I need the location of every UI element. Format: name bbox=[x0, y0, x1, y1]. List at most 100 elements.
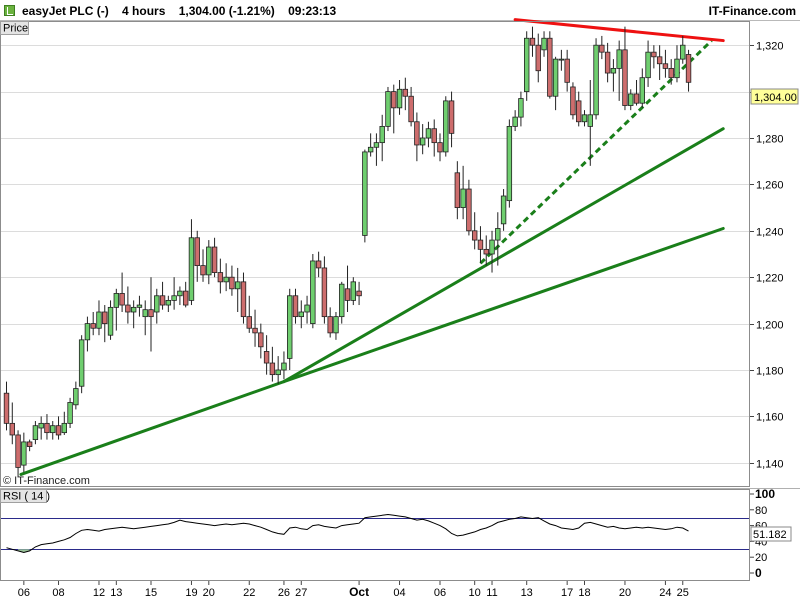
candle-body-up bbox=[350, 281, 356, 301]
candle bbox=[518, 91, 524, 127]
candle bbox=[535, 33, 541, 83]
candle-body-up bbox=[425, 128, 432, 139]
candle bbox=[73, 381, 79, 410]
candle bbox=[437, 133, 443, 162]
instrument-status-icon bbox=[4, 5, 15, 16]
candle-body-down bbox=[651, 51, 657, 58]
rsi-panel-label: RSI ( 14 ) bbox=[3, 491, 50, 503]
rsi-tick-label: 20 bbox=[755, 552, 767, 564]
candle bbox=[339, 281, 345, 324]
candle-body-up bbox=[234, 281, 241, 290]
candle-body-down bbox=[414, 121, 420, 146]
candle bbox=[460, 165, 466, 220]
candle-body-down bbox=[200, 265, 206, 276]
candle-body-up bbox=[171, 295, 177, 301]
candle bbox=[391, 84, 397, 134]
candle-body-down bbox=[656, 56, 663, 65]
candle bbox=[408, 86, 414, 127]
candle-body-down bbox=[437, 142, 443, 153]
price-panel-frame bbox=[0, 21, 750, 487]
candle bbox=[680, 35, 686, 64]
title-bar: easyJet PLC (-) 4 hours 1,304.00 (-1.21%… bbox=[0, 0, 800, 21]
rsi-tick-label: 80 bbox=[755, 505, 767, 517]
candle bbox=[471, 212, 478, 250]
candle-body-down bbox=[182, 290, 189, 306]
candle-body-down bbox=[321, 267, 328, 318]
candle bbox=[576, 91, 582, 127]
candle-body-up bbox=[419, 137, 426, 146]
candle bbox=[367, 133, 374, 157]
price-tick-label: 1,240 bbox=[756, 227, 784, 239]
instrument-title: easyJet PLC (-) 4 hours 1,304.00 (-1.21%… bbox=[22, 4, 337, 18]
rsi-panel-frame bbox=[0, 489, 750, 581]
candle bbox=[194, 230, 200, 282]
candle-body-up bbox=[21, 441, 27, 466]
candle-body-up bbox=[506, 126, 513, 202]
candle-body-down bbox=[55, 425, 62, 436]
candlestick-series bbox=[3, 26, 692, 477]
candle-body-down bbox=[564, 58, 570, 83]
candle bbox=[564, 49, 570, 92]
candle bbox=[211, 237, 218, 278]
candle bbox=[396, 80, 403, 115]
candle bbox=[304, 295, 310, 324]
support-trendline-dashed bbox=[479, 39, 713, 265]
candle bbox=[61, 411, 67, 435]
candle-body-up bbox=[680, 44, 686, 60]
candle-body-up bbox=[581, 114, 588, 123]
candle-body-down bbox=[211, 246, 218, 273]
candle-body-up bbox=[142, 309, 148, 318]
candle bbox=[662, 49, 669, 78]
candle-body-up bbox=[130, 306, 137, 313]
candle-body-up bbox=[674, 58, 680, 79]
candle bbox=[321, 256, 328, 324]
candle-body-up bbox=[558, 58, 565, 61]
rsi-series bbox=[6, 513, 689, 554]
candle-body-down bbox=[466, 188, 472, 232]
support-trendline-secondary bbox=[282, 226, 725, 384]
candle-body-up bbox=[628, 93, 634, 106]
candle bbox=[107, 300, 114, 340]
candle-body-up bbox=[610, 68, 617, 74]
candle-body-down bbox=[668, 68, 674, 79]
candle bbox=[252, 309, 258, 347]
candle bbox=[628, 89, 634, 111]
time-tick-label: 10 bbox=[469, 587, 481, 599]
candle bbox=[269, 346, 276, 382]
candle bbox=[495, 212, 501, 266]
brand-label: IT-Finance.com bbox=[708, 4, 796, 18]
candle bbox=[610, 59, 617, 92]
time-tick-label: 20 bbox=[619, 587, 631, 599]
time-tick-label: 12 bbox=[93, 587, 105, 599]
candle bbox=[558, 49, 565, 71]
candle bbox=[310, 254, 316, 329]
candle bbox=[3, 381, 10, 431]
candle bbox=[645, 40, 651, 87]
candle-body-up bbox=[304, 304, 310, 313]
candle bbox=[96, 300, 102, 336]
candle-body-down bbox=[194, 237, 200, 266]
price-panel-tab bbox=[0, 21, 29, 35]
candle bbox=[633, 80, 640, 106]
candle-body-down bbox=[263, 351, 270, 364]
candle bbox=[315, 251, 322, 278]
candle bbox=[55, 416, 62, 440]
candle bbox=[287, 288, 293, 370]
candle bbox=[38, 416, 44, 440]
candle-body-down bbox=[402, 88, 409, 97]
candle bbox=[15, 430, 21, 477]
candle-body-down bbox=[662, 63, 669, 69]
candle-body-up bbox=[61, 422, 67, 434]
candle-body-down bbox=[408, 95, 414, 123]
candle-body-down bbox=[471, 230, 478, 241]
rsi-last-value-marker: 51.182 bbox=[750, 526, 792, 542]
candle-body-down bbox=[3, 392, 10, 424]
time-tick-label: 06 bbox=[434, 587, 446, 599]
candle bbox=[639, 68, 645, 108]
candle bbox=[685, 49, 692, 92]
price-tick-label: 1,260 bbox=[756, 180, 784, 192]
candle-body-up bbox=[38, 422, 44, 429]
candle-body-down bbox=[431, 128, 437, 144]
candle bbox=[130, 300, 137, 329]
